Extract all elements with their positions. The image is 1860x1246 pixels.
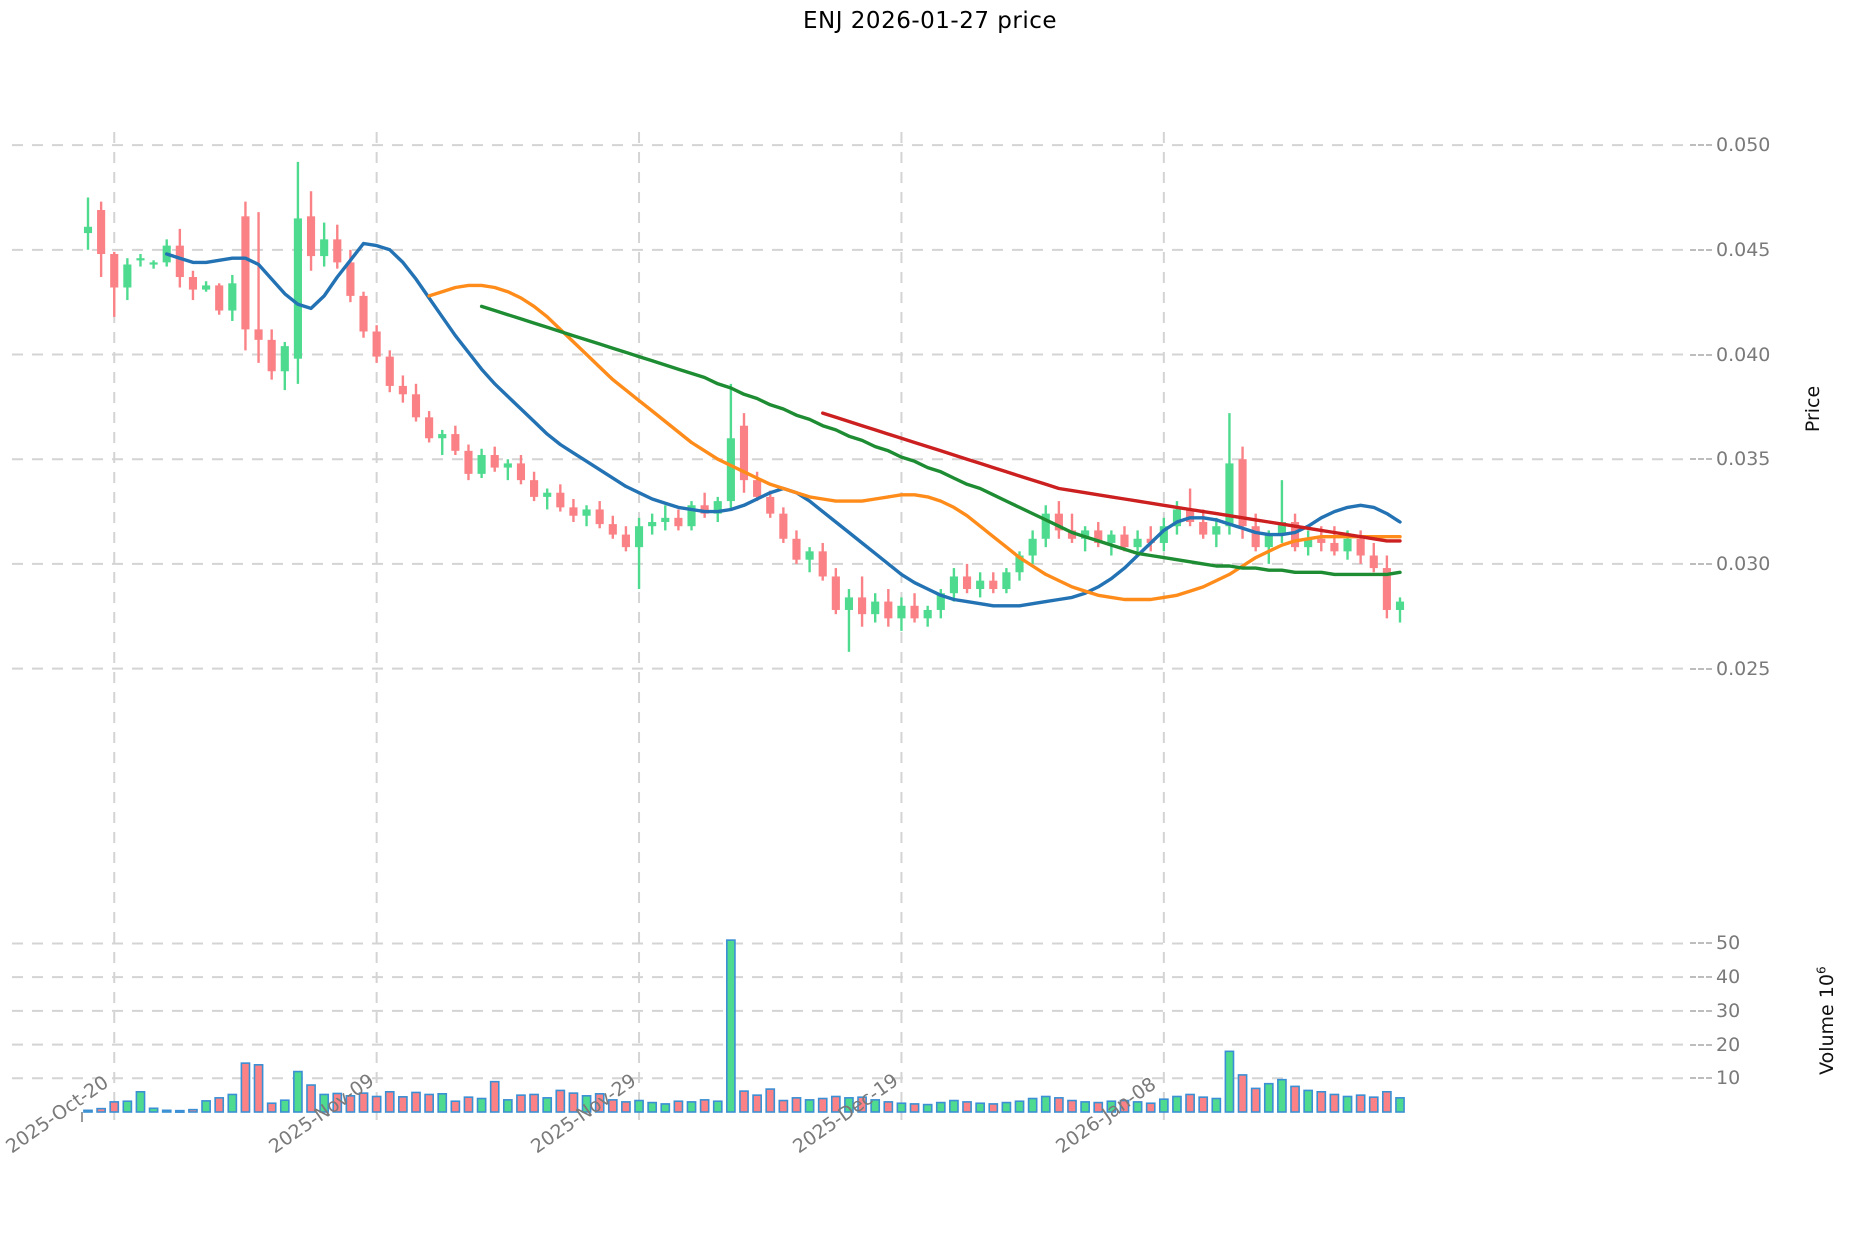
price-tick-dash [1690, 248, 1712, 251]
volume-axis-label-text: Volume 10 [1815, 974, 1838, 1075]
price-tick-label: 0.025 [1716, 657, 1771, 680]
price-tick-label: 0.045 [1716, 238, 1771, 261]
volume-tick-dash [1690, 1043, 1712, 1046]
volume-tick-label: 50 [1716, 932, 1741, 955]
price-tick-label: 0.030 [1716, 552, 1771, 575]
price-tick-dash [1690, 667, 1712, 670]
volume-tick-label: 40 [1716, 966, 1741, 989]
volume-tick-label: 20 [1716, 1033, 1741, 1056]
volume-axis-exponent: 6 [1814, 966, 1829, 975]
volume-tick-dash [1690, 942, 1712, 945]
price-tick-dash [1690, 353, 1712, 356]
price-axis-label: Price [1802, 385, 1825, 433]
line-ma_fast [165, 241, 1402, 608]
line-trend_red [821, 411, 1402, 543]
volume-tick-dash [1690, 1009, 1712, 1012]
price-tick-dash [1690, 458, 1712, 461]
volume-tick-dash [1690, 976, 1712, 979]
price-tick-label: 0.050 [1716, 134, 1771, 157]
candlestick-series [83, 161, 1405, 652]
volume-tick-label: 30 [1716, 999, 1741, 1022]
price-tick-dash [1690, 144, 1712, 147]
line-trend_green [479, 304, 1402, 577]
price-tick-label: 0.040 [1716, 343, 1771, 366]
price-tick-label: 0.035 [1716, 448, 1771, 471]
chart-title: ENJ 2026-01-27 price [802, 8, 1058, 34]
volume-tick-label: 10 [1716, 1067, 1741, 1090]
volume-axis-label: Volume 106 [1815, 966, 1838, 1075]
volume-tick-dash [1690, 1077, 1712, 1080]
volume-series [83, 939, 1405, 1113]
price-tick-dash [1690, 562, 1712, 565]
